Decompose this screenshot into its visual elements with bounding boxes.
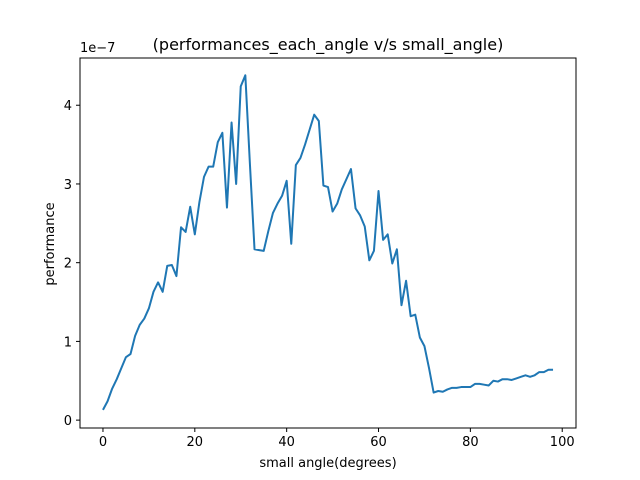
x-tick-label: 20 <box>187 435 204 450</box>
x-axis-label: small angle(degrees) <box>259 456 396 471</box>
chart-title: (performances_each_angle v/s small_angle… <box>153 35 504 55</box>
x-tick-label: 0 <box>99 435 107 450</box>
y-tick-label: 2 <box>64 257 72 272</box>
x-tick-label: 100 <box>550 435 575 450</box>
series-line-performance <box>102 74 554 411</box>
x-tick-label: 80 <box>462 435 479 450</box>
plot-area: 0 20 40 60 80 100 0 1 2 3 4 <box>64 57 577 450</box>
y-tick-label: 1 <box>64 335 72 350</box>
y-tick-label: 0 <box>64 414 72 429</box>
axes-frame <box>79 57 577 429</box>
x-tick-label: 40 <box>278 435 295 450</box>
x-tick-label: 60 <box>370 435 387 450</box>
y-axis-label: performance <box>43 202 58 285</box>
y-tick-label: 3 <box>64 178 72 193</box>
y-tick-label: 4 <box>64 99 72 114</box>
y-scale-offset-label: 1e−7 <box>80 41 115 56</box>
